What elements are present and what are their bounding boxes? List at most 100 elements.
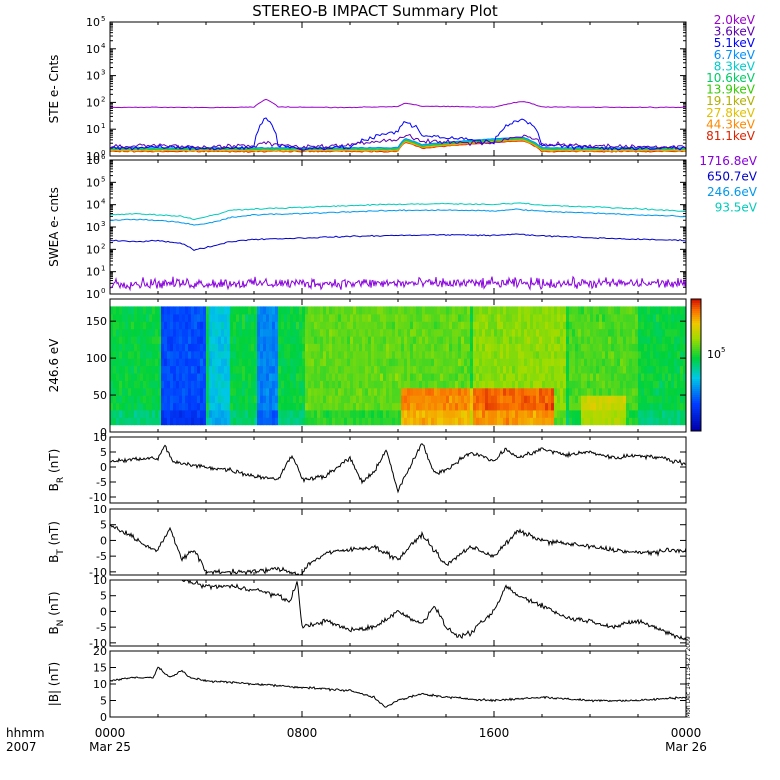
pad-heatmap-cell [515, 358, 519, 367]
pad-heatmap-cell [605, 417, 609, 426]
pad-heatmap-cell [233, 358, 237, 367]
pad-heatmap-cell [488, 306, 492, 315]
ste-legend-entry: 5.1keV [714, 36, 756, 50]
colorbar-segment [691, 403, 701, 406]
pad-heatmap-cell [245, 387, 249, 396]
pad-heatmap-cell [467, 350, 471, 359]
pad-heatmap-cell [395, 395, 399, 404]
pad-heatmap-cell [410, 395, 414, 404]
pad-heatmap-cell [536, 335, 540, 344]
pad-heatmap-cell [566, 387, 570, 396]
pad-heatmap-cell [356, 328, 360, 337]
pad-heatmap-cell [131, 417, 135, 426]
pad-heatmap-cell [194, 409, 198, 418]
pad-heatmap-cell [122, 313, 126, 322]
pad-heatmap-cell [629, 402, 633, 411]
pad-heatmap-cell [293, 313, 297, 322]
pad-heatmap-cell [359, 343, 363, 352]
pad-heatmap-cell [182, 328, 186, 337]
pad-heatmap-cell [254, 380, 258, 389]
pad-heatmap-cell [506, 350, 510, 359]
pad-heatmap-cell [110, 402, 114, 411]
pad-heatmap-cell [176, 328, 180, 337]
pad-heatmap-cell [620, 321, 624, 330]
pad-heatmap-cell [626, 328, 630, 337]
pad-heatmap-cell [185, 372, 189, 381]
pad-heatmap-cell [347, 395, 351, 404]
pad-heatmap-cell [152, 343, 156, 352]
ste-ylabel: STE e- Cnts [47, 55, 61, 124]
pad-heatmap-cell [170, 358, 174, 367]
pad-heatmap-cell [470, 417, 474, 426]
pad-heatmap-cell [116, 372, 120, 381]
pad-heatmap-cell [464, 335, 468, 344]
pad-heatmap-cell [179, 380, 183, 389]
pad-heatmap-cell [323, 365, 327, 374]
pad-heatmap-cell [419, 372, 423, 381]
pad-heatmap-cell [488, 313, 492, 322]
pad-heatmap-cell [266, 409, 270, 418]
pad-heatmap-cell [368, 387, 372, 396]
pad-heatmap-cell [290, 402, 294, 411]
pad-heatmap-cell [386, 335, 390, 344]
pad-heatmap-cell [359, 328, 363, 337]
pad-heatmap-cell [644, 402, 648, 411]
pad-heatmap-cell [392, 417, 396, 426]
pad-heatmap-cell [563, 328, 567, 337]
pad-heatmap-cell [479, 313, 483, 322]
pad-heatmap-cell [329, 365, 333, 374]
pad-heatmap-cell [125, 335, 129, 344]
pad-heatmap-cell [209, 409, 213, 418]
pad-heatmap-cell [509, 313, 513, 322]
pad-heatmap-cell [233, 313, 237, 322]
pad-heatmap-cell [308, 328, 312, 337]
pad-heatmap-cell [638, 365, 642, 374]
pad-heatmap-cell [569, 358, 573, 367]
pad-heatmap-cell [617, 306, 621, 315]
pad-heatmap-cell [578, 380, 582, 389]
pad-heatmap-cell [446, 321, 450, 330]
pad-heatmap-cell [494, 380, 498, 389]
pad-heatmap-cell [137, 395, 141, 404]
pad-heatmap-cell [287, 409, 291, 418]
pad-heatmap-cell [179, 350, 183, 359]
pad-heatmap-cell [236, 365, 240, 374]
pad-heatmap-cell [317, 380, 321, 389]
pad-heatmap-cell [176, 343, 180, 352]
pad-heatmap-cell [152, 395, 156, 404]
pad-heatmap-cell [611, 358, 615, 367]
pad-heatmap-cell [581, 335, 585, 344]
pad-heatmap-cell [578, 350, 582, 359]
pad-heatmap-cell [632, 358, 636, 367]
pad-heatmap-cell [518, 335, 522, 344]
pad-heatmap-cell [404, 395, 408, 404]
pad-heatmap-cell [653, 380, 657, 389]
pad-heatmap-cell [218, 313, 222, 322]
pad-heatmap-cell [539, 343, 543, 352]
pad-heatmap-cell [527, 395, 531, 404]
pad-heatmap-cell [293, 321, 297, 330]
pad-heatmap-cell [521, 313, 525, 322]
pad-heatmap-cell [254, 402, 258, 411]
pad-heatmap-cell [197, 335, 201, 344]
pad-heatmap-cell [365, 335, 369, 344]
pad-heatmap-cell [125, 328, 129, 337]
pad-heatmap-cell [239, 350, 243, 359]
pad-heatmap-cell [551, 372, 555, 381]
pad-heatmap-cell [428, 321, 432, 330]
pad-heatmap-cell [599, 313, 603, 322]
pad-heatmap-cell [233, 335, 237, 344]
pad-heatmap-cell [542, 343, 546, 352]
pad-heatmap-cell [377, 365, 381, 374]
pad-heatmap-cell [611, 328, 615, 337]
pad-heatmap-cell [323, 335, 327, 344]
pad-heatmap-cell [401, 365, 405, 374]
pad-heatmap-cell [179, 328, 183, 337]
pad-heatmap-cell [650, 313, 654, 322]
pad-heatmap-cell [545, 313, 549, 322]
pad-heatmap-cell [647, 358, 651, 367]
pad-heatmap-cell [596, 402, 600, 411]
pad-heatmap-cell [302, 417, 306, 426]
pad-heatmap-cell [671, 409, 675, 418]
swea-legend-entry: 246.6eV [707, 185, 758, 199]
